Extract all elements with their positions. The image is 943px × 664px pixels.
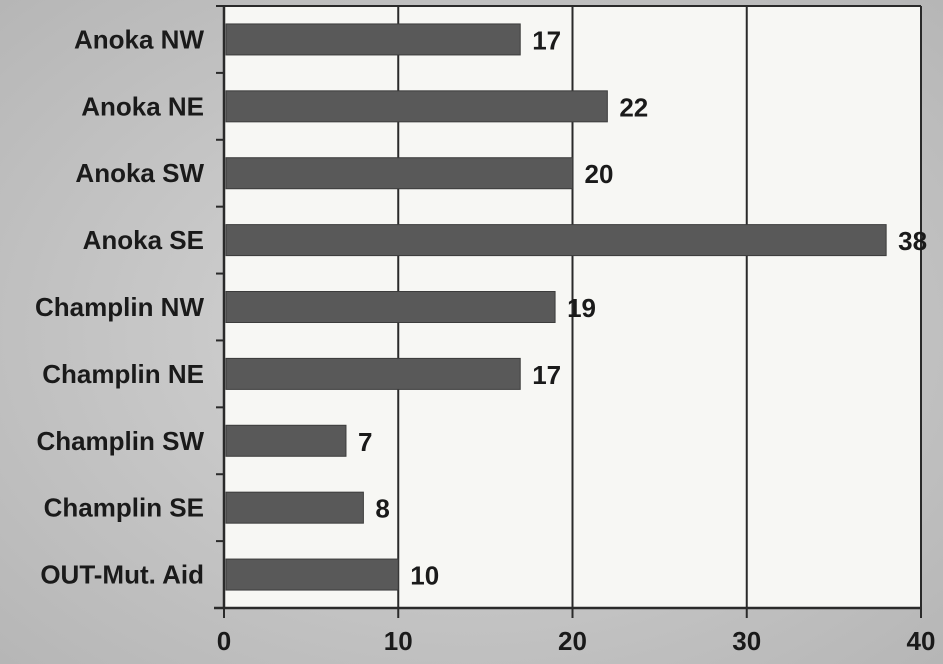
bar-champlin-nw [225, 291, 556, 323]
data-label: 22 [619, 92, 648, 122]
bar-anoka-sw [225, 157, 573, 190]
data-label: 7 [358, 427, 372, 457]
bar-champlin-sw [225, 424, 347, 457]
category-label: Anoka NE [81, 91, 204, 121]
bar-anoka-ne [225, 90, 608, 123]
bar-out-mut-aid [225, 558, 399, 591]
category-label: Champlin NW [35, 292, 204, 322]
data-label: 10 [410, 561, 439, 591]
category-label: OUT-Mut. Aid [40, 560, 204, 590]
x-tick-label-40: 40 [907, 626, 936, 656]
x-tick-label-10: 10 [384, 626, 413, 656]
x-tick-label-30: 30 [732, 626, 761, 656]
data-label: 19 [567, 293, 596, 323]
bar-champlin-ne [225, 357, 521, 390]
bar-champlin-se [225, 491, 364, 524]
category-label: Champlin SE [44, 493, 204, 523]
data-label: 8 [375, 494, 389, 524]
data-label: 20 [585, 159, 614, 189]
data-label: 38 [898, 226, 927, 256]
data-label: 17 [532, 25, 561, 55]
data-label: 17 [532, 360, 561, 390]
category-label: Anoka SW [75, 158, 204, 188]
bar-anoka-se [225, 224, 887, 257]
category-label: Anoka NW [74, 24, 204, 54]
bar-anoka-nw [225, 23, 521, 56]
category-label: Champlin SW [36, 426, 204, 456]
x-tick-label-0: 0 [217, 626, 231, 656]
category-label: Champlin NE [42, 359, 204, 389]
category-label: Anoka SE [83, 225, 204, 255]
x-tick-label-20: 20 [558, 626, 587, 656]
